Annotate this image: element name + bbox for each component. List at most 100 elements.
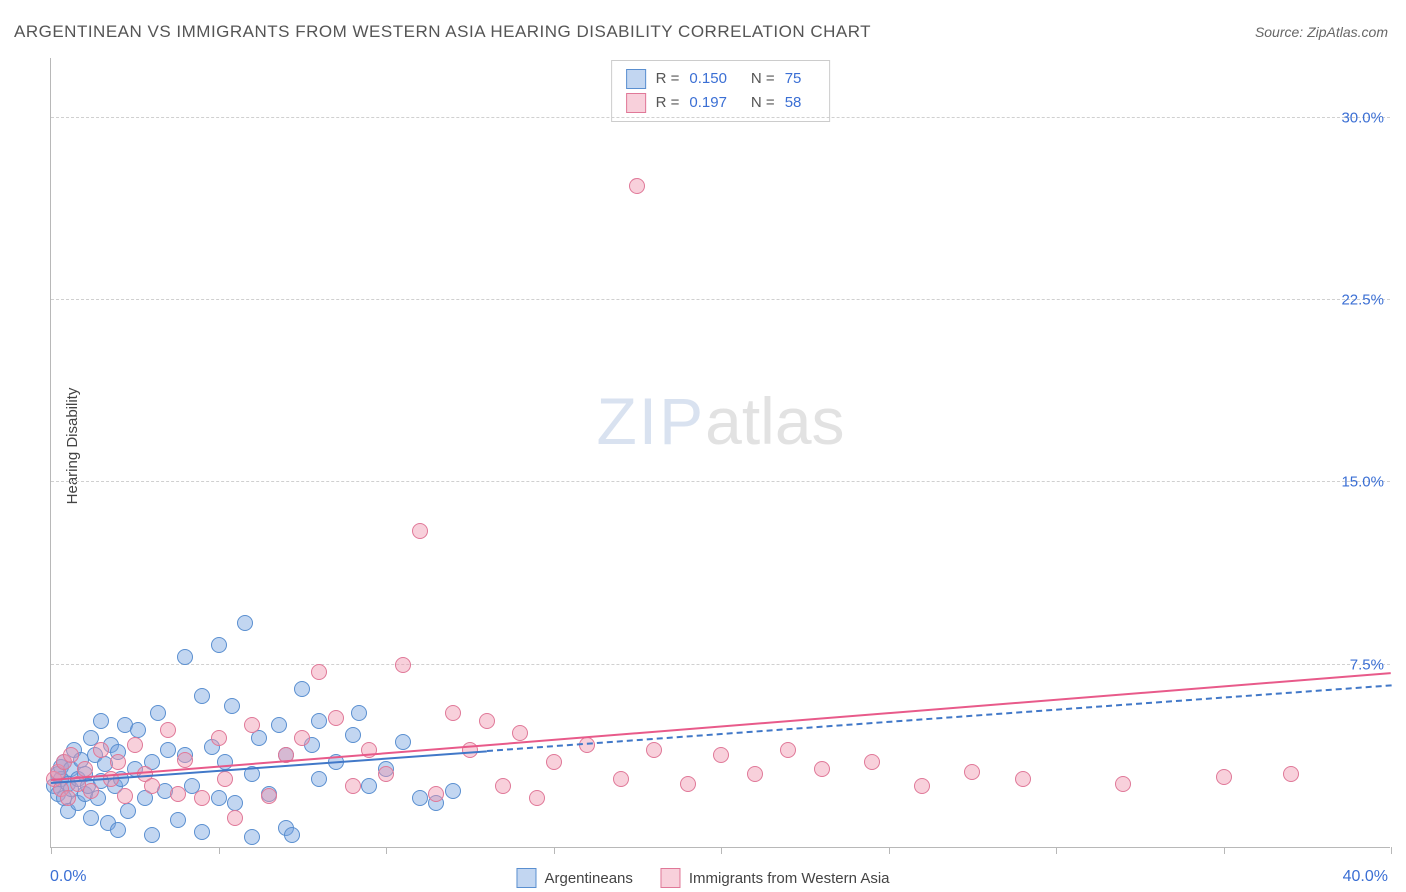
data-point	[713, 747, 729, 763]
n-label: N =	[751, 67, 775, 91]
x-tick	[721, 847, 722, 854]
data-point	[127, 737, 143, 753]
data-point	[311, 771, 327, 787]
n-value: 58	[785, 91, 802, 115]
stats-row: R =0.197N =58	[626, 91, 816, 115]
data-point	[445, 783, 461, 799]
gridline	[51, 664, 1390, 665]
data-point	[864, 754, 880, 770]
data-point	[217, 771, 233, 787]
data-point	[110, 754, 126, 770]
data-point	[345, 778, 361, 794]
data-point	[311, 664, 327, 680]
data-point	[1216, 769, 1232, 785]
data-point	[428, 786, 444, 802]
x-axis-start-label: 0.0%	[50, 868, 86, 886]
data-point	[170, 812, 186, 828]
legend-swatch	[516, 868, 536, 888]
data-point	[964, 764, 980, 780]
data-point	[63, 747, 79, 763]
data-point	[144, 827, 160, 843]
data-point	[170, 786, 186, 802]
data-point	[271, 717, 287, 733]
x-tick	[1224, 847, 1225, 854]
data-point	[1015, 771, 1031, 787]
data-point	[261, 788, 277, 804]
r-label: R =	[656, 67, 680, 91]
data-point	[914, 778, 930, 794]
y-tick-label: 7.5%	[1350, 656, 1392, 673]
data-point	[629, 178, 645, 194]
y-tick-label: 22.5%	[1341, 292, 1392, 309]
scatter-plot-area: ZIPatlas R =0.150N =75R =0.197N =58 7.5%…	[50, 58, 1390, 848]
data-point	[294, 681, 310, 697]
data-point	[160, 742, 176, 758]
data-point	[646, 742, 662, 758]
data-point	[814, 761, 830, 777]
data-point	[93, 742, 109, 758]
stats-legend-box: R =0.150N =75R =0.197N =58	[611, 60, 831, 122]
data-point	[445, 705, 461, 721]
n-value: 75	[785, 67, 802, 91]
data-point	[1283, 766, 1299, 782]
legend-label: Immigrants from Western Asia	[689, 870, 890, 887]
data-point	[351, 705, 367, 721]
data-point	[613, 771, 629, 787]
data-point	[83, 810, 99, 826]
legend-swatch	[626, 69, 646, 89]
data-point	[294, 730, 310, 746]
gridline	[51, 481, 1390, 482]
data-point	[479, 713, 495, 729]
data-point	[93, 713, 109, 729]
data-point	[211, 637, 227, 653]
data-point	[284, 827, 300, 843]
data-point	[412, 790, 428, 806]
data-point	[1115, 776, 1131, 792]
gridline	[51, 117, 1390, 118]
gridline	[51, 299, 1390, 300]
x-axis-end-label: 40.0%	[1343, 868, 1388, 886]
source-link[interactable]: ZipAtlas.com	[1307, 24, 1388, 40]
data-point	[395, 657, 411, 673]
data-point	[120, 803, 136, 819]
data-point	[378, 766, 394, 782]
watermark-zip: ZIP	[596, 384, 705, 458]
data-point	[117, 788, 133, 804]
x-tick	[1056, 847, 1057, 854]
data-point	[412, 523, 428, 539]
n-label: N =	[751, 91, 775, 115]
x-tick	[889, 847, 890, 854]
data-point	[160, 722, 176, 738]
data-point	[780, 742, 796, 758]
legend-swatch	[626, 93, 646, 113]
data-point	[194, 790, 210, 806]
data-point	[345, 727, 361, 743]
data-point	[680, 776, 696, 792]
data-point	[747, 766, 763, 782]
data-point	[227, 795, 243, 811]
x-tick	[554, 847, 555, 854]
data-point	[512, 725, 528, 741]
data-point	[361, 778, 377, 794]
r-label: R =	[656, 91, 680, 115]
legend-item: Argentineans	[516, 868, 632, 888]
data-point	[83, 783, 99, 799]
r-value: 0.150	[689, 67, 727, 91]
source-attribution: Source: ZipAtlas.com	[1255, 24, 1388, 40]
x-tick	[386, 847, 387, 854]
data-point	[529, 790, 545, 806]
bottom-legend: Argentineans Immigrants from Western Asia	[516, 868, 889, 888]
data-point	[224, 698, 240, 714]
data-point	[546, 754, 562, 770]
data-point	[177, 649, 193, 665]
stats-row: R = 0.150 N = 75	[626, 67, 816, 91]
data-point	[177, 752, 193, 768]
data-point	[110, 822, 126, 838]
data-point	[328, 710, 344, 726]
data-point	[311, 713, 327, 729]
data-point	[194, 688, 210, 704]
x-tick	[51, 847, 52, 854]
data-point	[211, 790, 227, 806]
data-point	[150, 705, 166, 721]
data-point	[244, 829, 260, 845]
